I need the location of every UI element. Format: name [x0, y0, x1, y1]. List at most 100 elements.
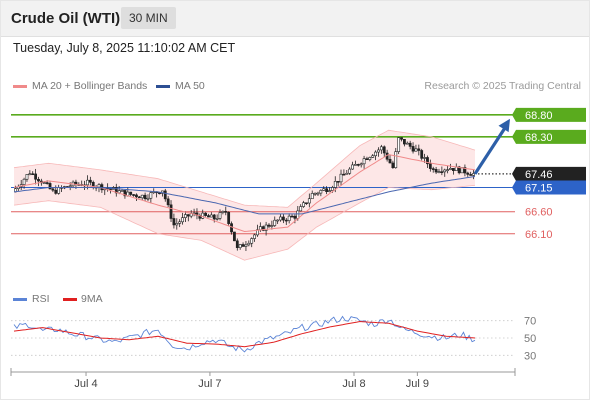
- candle-body: [299, 206, 303, 212]
- candle-body: [437, 171, 441, 173]
- chart-datetime: Tuesday, July 8, 2025 11:10:02 AM CET: [13, 41, 236, 55]
- candle-body: [215, 218, 219, 220]
- candle-body: [284, 219, 288, 222]
- candle-body: [244, 244, 248, 247]
- research-credit: Research © 2025 Trading Central: [424, 80, 581, 92]
- candle-body: [431, 168, 435, 170]
- candle-body: [356, 164, 360, 166]
- candle-body: [371, 155, 375, 158]
- candle-body: [224, 211, 228, 213]
- candle-body: [362, 158, 366, 165]
- candle-body: [328, 190, 331, 192]
- candle-body: [169, 204, 173, 219]
- candle-body: [172, 218, 176, 226]
- candle-body: [25, 174, 29, 180]
- candle-body: [22, 178, 26, 185]
- timeframe-badge[interactable]: 30 MIN: [121, 7, 176, 29]
- candle-body: [354, 164, 357, 166]
- rsi-ma-line: [13, 320, 476, 348]
- candle-body: [163, 190, 167, 200]
- candle-body: [68, 185, 72, 188]
- rsi-tick-30: 30: [524, 350, 536, 362]
- candle-body: [123, 190, 127, 197]
- candle-body: [129, 191, 133, 195]
- candle-body: [414, 148, 418, 152]
- candle-body: [175, 223, 179, 226]
- candle-body: [264, 224, 268, 231]
- candle-body: [345, 172, 349, 175]
- candle-body: [241, 244, 245, 247]
- candle-body: [287, 215, 291, 221]
- candle-body: [463, 167, 467, 174]
- bollinger-legend-swatch: [13, 85, 27, 88]
- candle-body: [457, 166, 461, 174]
- candle-body: [51, 188, 55, 191]
- candle-body: [333, 181, 337, 188]
- candle-body: [207, 215, 210, 218]
- candle-body: [316, 192, 320, 195]
- ma20-line: [13, 153, 476, 233]
- candle-body: [446, 169, 450, 171]
- ma50-legend-label: MA 50: [175, 80, 205, 92]
- x-tick-label-jul-8: Jul 8: [342, 378, 365, 390]
- x-tick-label-jul-4: Jul 4: [74, 378, 97, 390]
- current-price-label: 67.46: [525, 169, 553, 181]
- candle-body: [181, 217, 184, 223]
- candle-body: [158, 192, 161, 195]
- candle-body: [368, 157, 372, 160]
- candle-body: [290, 215, 294, 218]
- candle-body: [377, 149, 380, 153]
- candle-body: [351, 164, 354, 170]
- rsi-line: [13, 315, 476, 353]
- current-price-tag: [512, 166, 586, 181]
- candle-body: [267, 224, 271, 227]
- candle-body: [400, 137, 403, 140]
- rsi-ma-legend-swatch: [63, 298, 77, 301]
- candle-body: [411, 146, 415, 152]
- support-1-label: 66.60: [525, 207, 553, 219]
- candle-body: [307, 198, 311, 204]
- candle-body: [322, 188, 326, 191]
- candle-body: [48, 183, 52, 190]
- candle-body: [426, 157, 429, 165]
- candle-body: [394, 151, 398, 169]
- candle-body: [45, 182, 49, 184]
- candle-body: [88, 179, 92, 183]
- candle-body: [434, 169, 438, 173]
- candle-body: [319, 190, 323, 194]
- candle-body: [218, 212, 222, 219]
- candle-body: [97, 184, 101, 188]
- candle-body: [57, 187, 61, 194]
- candle-body: [440, 171, 444, 173]
- candle-body: [296, 210, 300, 219]
- candle-body: [235, 240, 239, 248]
- candle-body: [54, 189, 58, 194]
- candle-body: [256, 229, 259, 236]
- instrument-title: Crude Oil (WTI): [11, 10, 121, 27]
- candle-body: [273, 219, 277, 226]
- candle-body: [146, 197, 150, 200]
- candle-body: [443, 169, 447, 173]
- candle-body: [359, 163, 363, 166]
- candle-body: [37, 178, 40, 182]
- candle-body: [28, 173, 32, 176]
- candle-body: [135, 194, 138, 198]
- candle-body: [293, 215, 297, 219]
- candle-body: [305, 202, 308, 205]
- candle-body: [348, 168, 352, 174]
- candle-body: [469, 174, 473, 176]
- candle-body: [382, 146, 386, 154]
- candle-body: [388, 158, 392, 164]
- bollinger-band-fill: [14, 130, 475, 261]
- rsi-legend-swatch: [13, 298, 27, 301]
- x-tick-label-jul-9: Jul 9: [406, 378, 429, 390]
- candle-body: [336, 181, 340, 183]
- resistance-1-label: 68.30: [525, 132, 553, 144]
- candle-body: [212, 214, 216, 220]
- candle-body: [276, 219, 280, 222]
- candle-body: [238, 244, 242, 248]
- resistance-2-tag: [512, 107, 586, 122]
- rsi-ma-legend-label: 9MA: [81, 293, 103, 305]
- candle-body: [423, 157, 426, 159]
- candle-body: [114, 187, 118, 194]
